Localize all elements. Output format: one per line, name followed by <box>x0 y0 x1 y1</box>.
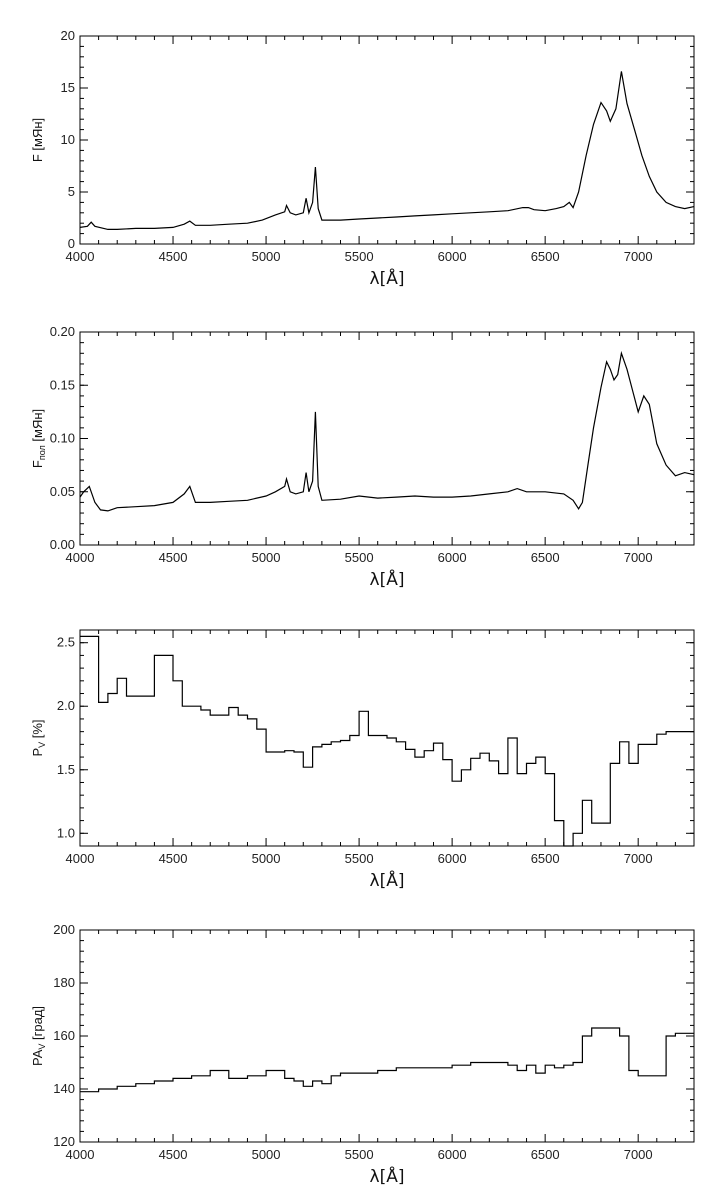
x-tick-label: 6000 <box>438 249 467 264</box>
y-tick-label: 0.10 <box>50 431 75 446</box>
x-tick-label: 5500 <box>345 1147 374 1162</box>
x-tick-label: 4500 <box>159 1147 188 1162</box>
y-axis-label: Fпол [мЯн] <box>30 409 47 468</box>
x-tick-label: 5500 <box>345 249 374 264</box>
data-series-line <box>79 350 695 512</box>
y-tick-label: 160 <box>53 1028 75 1043</box>
y-tick-label: 200 <box>53 922 75 937</box>
y-tick-label: 120 <box>53 1134 75 1149</box>
plot-frame <box>79 35 695 245</box>
x-tick-label: 6000 <box>438 550 467 565</box>
polarized-flux-panel: 4000 4500 5000 5500 6000 6500 7000 0.00 0.05 0.10… <box>30 324 695 590</box>
plot-frame <box>79 929 695 1143</box>
x-tick-label: 7000 <box>624 550 653 565</box>
y-tick-label: 180 <box>53 975 75 990</box>
y-tick-label: 0.20 <box>50 324 75 339</box>
x-tick-label: 4000 <box>66 249 95 264</box>
y-axis-label: F [мЯн] <box>30 118 45 162</box>
polarization-angle-panel: 4000 4500 5000 5500 6000 6500 7000 120 140 160 180… <box>30 922 695 1187</box>
x-tick-label: 4500 <box>159 550 188 565</box>
x-tick-label: 7000 <box>624 249 653 264</box>
data-series-line <box>80 1027 694 1093</box>
y-axis-label: PV [%] <box>30 719 47 756</box>
x-tick-label: 5000 <box>252 1147 281 1162</box>
y-tick-label: 2.5 <box>57 635 75 650</box>
x-tick-label: 6000 <box>438 1147 467 1162</box>
y-axis-label: PAV [град] <box>30 1006 47 1066</box>
x-tick-label: 6500 <box>531 249 560 264</box>
y-tick-label: 1.5 <box>57 762 75 777</box>
plot-frame <box>79 331 695 546</box>
y-tick-label: 15 <box>61 80 75 95</box>
x-tick-label: 4500 <box>159 249 188 264</box>
x-tick-label: 4500 <box>159 851 188 866</box>
y-tick-label: 20 <box>61 28 75 43</box>
data-series-line <box>80 635 694 847</box>
y-tick-label: 5 <box>68 184 75 199</box>
data-series-line <box>79 71 695 230</box>
x-tick-label: 6500 <box>531 550 560 565</box>
y-tick-label: 0.00 <box>50 537 75 552</box>
y-tick-label: 0.05 <box>50 484 75 499</box>
flux-spectrum-panel: 4000 4500 5000 5500 6000 6500 7000 0 5 10 15 20 λ[Å]… <box>30 28 695 289</box>
y-tick-label: 140 <box>53 1081 75 1096</box>
y-tick-label: 10 <box>61 132 75 147</box>
plot-frame <box>79 629 695 847</box>
y-tick-label: 2.0 <box>57 698 75 713</box>
y-tick-label: 0.15 <box>50 377 75 392</box>
x-tick-label: 4000 <box>66 1147 95 1162</box>
x-tick-label: 5000 <box>252 550 281 565</box>
polarization-degree-panel: 4000 4500 5000 5500 6000 6500 7000 1.0 1.5 2.0 2.5… <box>30 629 695 891</box>
x-tick-label: 7000 <box>624 851 653 866</box>
x-tick-label: 6000 <box>438 851 467 866</box>
x-tick-label: 4000 <box>66 550 95 565</box>
x-tick-label: 5000 <box>252 249 281 264</box>
x-tick-label: 6500 <box>531 851 560 866</box>
x-tick-label: 4000 <box>66 851 95 866</box>
x-axis-label: λ[Å] <box>370 1165 405 1187</box>
y-tick-label: 1.0 <box>57 825 75 840</box>
y-tick-label: 0 <box>68 236 75 251</box>
x-tick-label: 6500 <box>531 1147 560 1162</box>
x-axis-label: λ[Å] <box>370 568 405 590</box>
x-axis-label: λ[Å] <box>370 869 405 891</box>
x-tick-label: 5500 <box>345 851 374 866</box>
x-axis-label: λ[Å] <box>370 267 405 289</box>
x-tick-label: 7000 <box>624 1147 653 1162</box>
x-tick-label: 5000 <box>252 851 281 866</box>
x-tick-label: 5500 <box>345 550 374 565</box>
